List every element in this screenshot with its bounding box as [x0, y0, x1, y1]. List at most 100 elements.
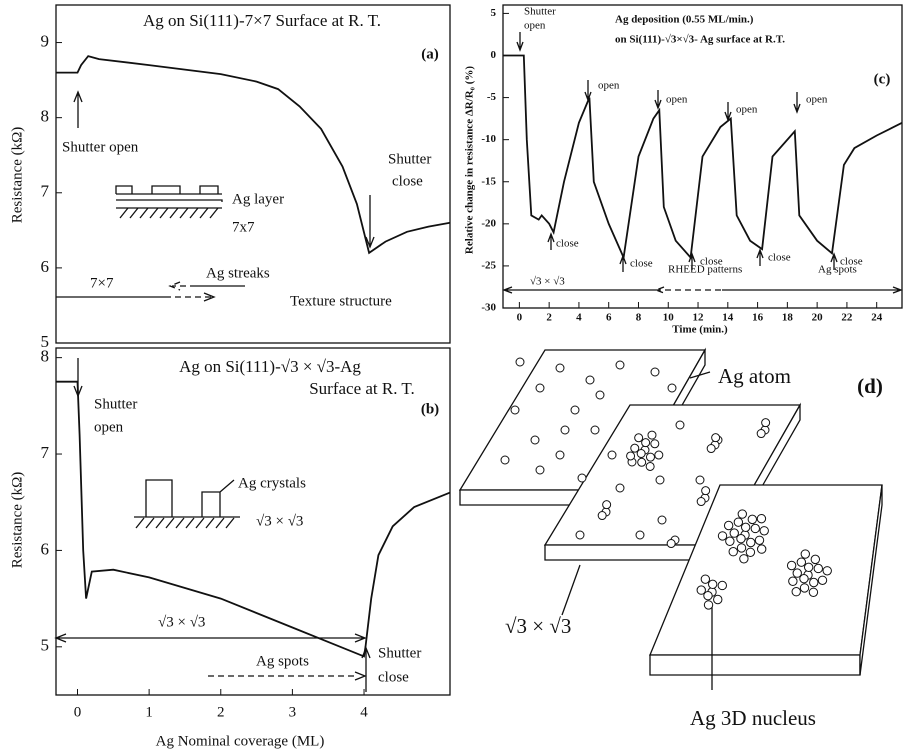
panel-label: (c)	[874, 71, 891, 87]
atom	[759, 526, 769, 536]
annotation: close	[700, 256, 723, 268]
arrow	[365, 195, 375, 249]
annotation: 7×7	[90, 275, 114, 291]
atom	[761, 418, 771, 428]
atom	[626, 451, 636, 461]
y-tick-label: 5	[491, 7, 497, 19]
atom	[813, 563, 824, 574]
arrow	[73, 90, 83, 128]
annotation: close	[630, 258, 653, 270]
panel-label: (d)	[857, 374, 883, 398]
atom	[650, 367, 660, 377]
annotation: √3 × √3	[505, 614, 571, 638]
atom	[645, 452, 655, 462]
atom	[737, 509, 747, 519]
atom	[657, 515, 667, 525]
diagram	[458, 347, 883, 690]
chart-subtitle: Surface at R. T.	[309, 379, 415, 398]
atom	[515, 357, 525, 367]
atom	[791, 587, 801, 597]
inset	[134, 479, 240, 518]
annotation: open	[806, 94, 828, 106]
annotation: Shutter	[94, 396, 137, 412]
atom	[745, 547, 756, 557]
annotation: Shutter	[378, 645, 421, 661]
atom	[560, 425, 570, 435]
chart-title: Ag on Si(111)-√3 × √3-Ag	[179, 357, 361, 376]
annotation: close	[768, 252, 791, 264]
x-axis-label: Ag Nominal coverage (ML)	[156, 733, 325, 749]
atom	[636, 449, 646, 459]
x-tick-label: 24	[871, 312, 883, 324]
panel-label: (b)	[421, 401, 439, 417]
atom	[746, 537, 756, 548]
atom	[602, 500, 612, 510]
data-line	[503, 54, 903, 261]
y-axis-label: Resistance (kΩ)	[9, 472, 25, 569]
arrow	[361, 646, 371, 692]
annotation: Ag spots	[818, 264, 857, 276]
x-tick-label: 14	[722, 312, 734, 324]
annotation: Shutter	[524, 6, 556, 18]
atom	[615, 483, 625, 493]
atom	[803, 562, 814, 573]
annotation: open	[94, 419, 124, 435]
y-tick-label: 8	[41, 107, 50, 126]
annotation: Ag layer	[232, 191, 284, 207]
annotation: close	[392, 173, 423, 189]
atom	[696, 497, 706, 507]
slab	[649, 654, 861, 676]
y-tick-label: 7	[41, 182, 50, 201]
data-line	[56, 380, 451, 658]
atom	[555, 450, 565, 460]
annotation: Texture structure	[290, 293, 392, 309]
atom	[817, 575, 828, 586]
arrow	[354, 671, 367, 681]
atom	[701, 486, 711, 496]
atom	[706, 444, 716, 454]
atom	[729, 528, 739, 538]
x-tick-label: 10	[663, 312, 675, 324]
annotation: √3 × √3	[256, 513, 303, 529]
y-tick-label: -5	[487, 91, 497, 103]
x-tick-label: 4	[360, 704, 368, 720]
y-axis-label: Resistance (kΩ)	[9, 127, 25, 224]
annotation: open	[524, 20, 546, 32]
x-tick-label: 4	[576, 312, 582, 324]
y-tick-label: 7	[41, 443, 50, 462]
atom	[799, 573, 809, 584]
x-tick-label: 8	[636, 312, 642, 324]
atom	[736, 543, 747, 553]
y-tick-label: -25	[481, 259, 496, 271]
atom	[500, 455, 510, 465]
x-axis-label: Time (min.)	[672, 324, 728, 336]
panel-label: (a)	[421, 46, 439, 62]
atom	[750, 523, 761, 534]
atom	[645, 461, 655, 471]
x-tick-label: 2	[546, 312, 552, 324]
annotation: Ag streaks	[206, 265, 270, 281]
atom	[800, 549, 810, 559]
x-tick-label: 0	[74, 704, 82, 720]
atom	[510, 405, 520, 415]
annotation: close	[378, 669, 409, 685]
x-tick-label: 18	[782, 312, 794, 324]
chart-subtitle: on Si(111)-√3×√3- Ag surface at R.T.	[615, 34, 785, 46]
y-tick-label: 9	[41, 31, 50, 50]
atom	[590, 425, 600, 435]
atom	[703, 590, 713, 601]
hatch	[119, 207, 219, 219]
plot-frame	[55, 4, 451, 344]
atom	[799, 583, 810, 593]
plot-frame	[502, 4, 903, 309]
atom	[535, 383, 545, 393]
leader	[561, 371, 713, 690]
annotation: RHEED patterns	[668, 264, 742, 276]
atom	[739, 554, 749, 564]
x-tick-label: 16	[752, 312, 764, 324]
atom	[530, 435, 540, 445]
atom	[717, 531, 728, 541]
y-tick-label: -20	[481, 217, 496, 229]
atom	[577, 473, 587, 483]
